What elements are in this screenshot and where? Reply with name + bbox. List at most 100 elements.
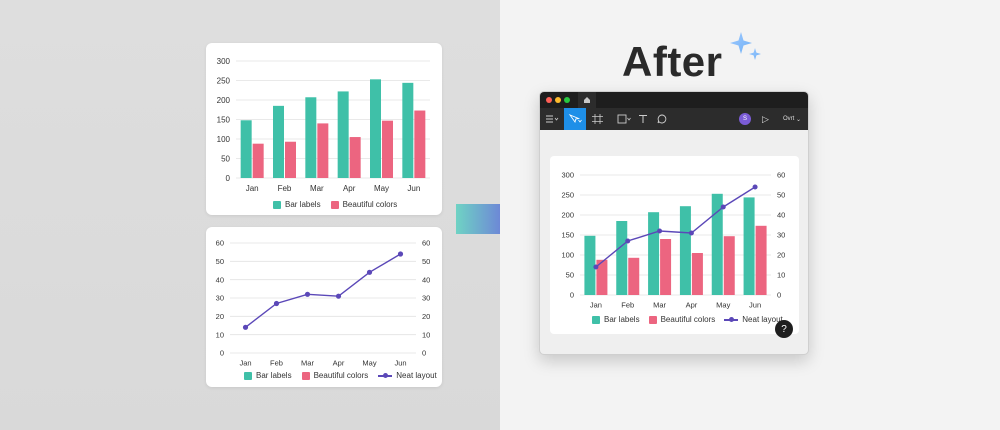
after-heading: After bbox=[622, 38, 723, 85]
legend-item-beautiful-colors: Beautiful colors bbox=[330, 200, 398, 209]
x-tick-label: Mar bbox=[653, 301, 666, 310]
y2-tick-label: 50 bbox=[777, 191, 785, 200]
bar bbox=[349, 137, 361, 178]
y-tick-label: 200 bbox=[561, 211, 574, 220]
bar bbox=[616, 221, 628, 295]
y2-tick-label: 10 bbox=[777, 271, 785, 280]
x-tick-label: Jan bbox=[239, 359, 251, 368]
y2-tick-label: 20 bbox=[777, 251, 785, 260]
x-tick-label: May bbox=[362, 359, 376, 368]
menu-icon[interactable] bbox=[542, 108, 562, 130]
y-tick-label: 200 bbox=[217, 96, 231, 105]
line-point bbox=[366, 269, 373, 275]
legend-item-bar-labels: Bar labels bbox=[244, 371, 292, 380]
bar bbox=[679, 206, 691, 295]
x-tick-label: Apr bbox=[343, 184, 356, 193]
y2-tick-label: 30 bbox=[777, 231, 785, 240]
y2-tick-label: 60 bbox=[777, 171, 785, 180]
x-tick-label: Apr bbox=[333, 359, 345, 368]
before-panel: 0 50 100 150 200 250 300 Jan Feb Mar Apr May Jun Bar… bbox=[0, 0, 500, 430]
y-tick-label: 0 bbox=[226, 174, 231, 183]
y-tick-label: 50 bbox=[216, 257, 224, 266]
x-tick-label: Feb bbox=[270, 359, 283, 368]
x-tick-label: Jun bbox=[407, 184, 420, 193]
series-line bbox=[595, 186, 756, 268]
x-tick-label: Feb bbox=[621, 301, 634, 310]
comment-icon[interactable] bbox=[654, 108, 670, 130]
y2-tick-label: 40 bbox=[777, 211, 785, 220]
y-tick-label: 50 bbox=[221, 154, 230, 163]
bar bbox=[317, 123, 329, 178]
legend-item-beautiful-colors: Beautiful colors bbox=[301, 371, 369, 380]
legend-item-bar-labels: Bar labels bbox=[273, 200, 321, 209]
legend-label: Beautiful colors bbox=[342, 200, 398, 209]
combined-chart-legend: Bar labels Beautiful colors Neat layout bbox=[592, 315, 783, 324]
avatar[interactable]: S bbox=[739, 113, 751, 125]
y-tick-label: 100 bbox=[217, 135, 231, 144]
minimize-window-button[interactable] bbox=[555, 97, 561, 103]
bar bbox=[711, 193, 723, 295]
x-tick-label: Apr bbox=[686, 301, 698, 310]
y-tick-label: 250 bbox=[217, 76, 231, 85]
help-icon[interactable]: ? bbox=[775, 320, 793, 338]
y-tick-label: 0 bbox=[570, 291, 574, 300]
y-tick-label: 20 bbox=[216, 312, 224, 321]
frame-icon[interactable] bbox=[590, 108, 608, 130]
line-point bbox=[335, 293, 342, 299]
y-tick-label: 50 bbox=[566, 271, 574, 280]
bar bbox=[755, 225, 767, 295]
bar bbox=[337, 91, 349, 178]
home-icon[interactable] bbox=[578, 92, 596, 108]
rectangle-icon[interactable] bbox=[614, 108, 634, 130]
bar bbox=[723, 236, 735, 295]
y-tick-label: 10 bbox=[216, 330, 224, 339]
editor-toolbar: S ▷ Ovrt ⌄ bbox=[540, 108, 808, 130]
y-tick-label: 250 bbox=[561, 191, 574, 200]
close-window-button[interactable] bbox=[546, 97, 552, 103]
legend-label: Bar labels bbox=[285, 200, 321, 209]
pink-swatch bbox=[330, 200, 339, 209]
line-point bbox=[593, 264, 599, 270]
y-tick-label: 150 bbox=[217, 115, 231, 124]
series-line bbox=[245, 253, 401, 328]
legend-item-neat-layout: Neat layout bbox=[378, 371, 437, 380]
zoom-label: Ovrt bbox=[783, 116, 795, 122]
purple-line-swatch bbox=[378, 372, 393, 380]
bar bbox=[240, 120, 252, 178]
bar bbox=[414, 110, 426, 178]
y2-tick-label: 60 bbox=[422, 239, 430, 248]
y-tick-label: 60 bbox=[216, 239, 224, 248]
y2-tick-label: 10 bbox=[422, 330, 430, 339]
pink-swatch bbox=[301, 371, 310, 380]
bar-chart-card: 0 50 100 150 200 250 300 Jan Feb Mar Apr May Jun Bar… bbox=[206, 43, 442, 215]
y-tick-label: 30 bbox=[216, 294, 224, 303]
y-tick-label: 0 bbox=[220, 349, 224, 358]
line-point bbox=[720, 204, 726, 210]
x-tick-label: Jun bbox=[394, 359, 406, 368]
zoom-dropdown[interactable]: Ovrt ⌄ bbox=[783, 108, 801, 130]
y-tick-label: 40 bbox=[216, 275, 224, 284]
bar bbox=[660, 239, 672, 295]
bar bbox=[584, 235, 596, 295]
y2-tick-label: 0 bbox=[422, 349, 426, 358]
teal-swatch bbox=[273, 200, 281, 209]
maximize-window-button[interactable] bbox=[564, 97, 570, 103]
y2-tick-label: 50 bbox=[422, 257, 430, 266]
move-icon[interactable] bbox=[564, 108, 586, 130]
play-icon[interactable]: ▷ bbox=[762, 113, 769, 124]
bar bbox=[743, 197, 755, 295]
chevron-down-icon: ⌄ bbox=[796, 116, 802, 123]
y-tick-label: 300 bbox=[217, 57, 231, 66]
legend-label: Bar labels bbox=[604, 315, 640, 324]
x-tick-label: May bbox=[716, 301, 730, 310]
teal-swatch bbox=[244, 371, 252, 380]
x-tick-label: Jan bbox=[246, 184, 259, 193]
line-chart: 0 10 20 30 40 50 60 0 10 20 30 40 50 60 Jan Feb Mar Apr Ma… bbox=[216, 239, 431, 368]
sparkle-icon bbox=[730, 32, 761, 60]
y2-tick-label: 40 bbox=[422, 275, 430, 284]
legend-label: Beautiful colors bbox=[313, 371, 369, 380]
pink-swatch bbox=[648, 315, 657, 324]
text-icon[interactable] bbox=[636, 108, 650, 130]
bar bbox=[382, 120, 393, 178]
y-tick-label: 150 bbox=[561, 231, 574, 240]
